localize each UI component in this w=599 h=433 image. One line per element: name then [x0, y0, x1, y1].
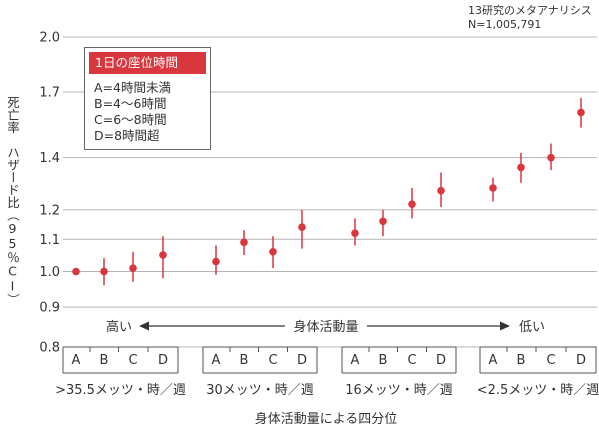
legend-item-a: A=4時間未満 [94, 80, 171, 95]
data-point [408, 200, 416, 209]
data-point [489, 184, 497, 192]
legend-title: 1日の座位時間 [89, 52, 206, 74]
x-group-label: 16メッツ・時／週 [345, 383, 453, 398]
x-category-label: C [407, 353, 416, 368]
y-axis-title: 死亡率 ハザード比（95％CI） [5, 96, 20, 306]
data-point [129, 264, 137, 272]
x-axis-title: 身体活動量による四分位 [255, 411, 398, 427]
x-category-label: A [72, 353, 81, 368]
x-category-label: D [576, 353, 586, 368]
data-point [379, 217, 387, 226]
arrow-head-left [139, 321, 149, 331]
x-group-label: >35.5メッツ・時／週 [55, 383, 186, 398]
y-tick-label: 1.0 [39, 265, 60, 280]
data-point [159, 251, 167, 259]
y-tick-label: 1.1 [39, 233, 60, 248]
data-point [269, 247, 277, 256]
y-tick-label: 1.4 [39, 151, 60, 166]
sample-size-note: N=1,005,791 [468, 18, 542, 31]
x-category-label: A [212, 353, 221, 368]
study-note: 13研究のメタアナリシス [468, 4, 592, 17]
y-tick-label: 0.8 [39, 341, 60, 356]
y-tick-label: 2.0 [39, 31, 60, 46]
arrow-label-high: 高い [106, 319, 132, 335]
x-category-label: D [436, 353, 446, 368]
data-point [547, 153, 555, 162]
legend: 1日の座位時間 A=4時間未満 B=4～6時間 C=6～8時間 D=8時間超 [84, 47, 211, 150]
x-category-label: B [240, 353, 249, 368]
arrow-label-low: 低い [519, 320, 545, 335]
y-tick-label: 1.7 [39, 85, 60, 100]
x-category-label: C [268, 353, 277, 368]
data-point [298, 223, 306, 231]
x-category-label: A [351, 353, 360, 368]
x-category-label: C [128, 353, 137, 368]
x-group-label: <2.5メッツ・時／週 [477, 383, 599, 398]
y-tick-label: 1.2 [39, 203, 60, 218]
x-category-label: C [546, 353, 555, 368]
data-point [517, 163, 525, 172]
x-category-label: B [100, 353, 109, 368]
data-point [100, 267, 108, 276]
x-category-label: A [489, 353, 498, 368]
arrow-label-activity: 身体活動量 [293, 319, 358, 335]
y-tick-label: 0.9 [39, 301, 60, 316]
x-category-label: B [517, 353, 526, 368]
legend-item-b: B=4～6時間 [94, 96, 167, 111]
data-point [351, 229, 359, 237]
data-point [240, 238, 248, 247]
arrow-head-right [500, 321, 510, 331]
legend-item-d: D=8時間超 [94, 128, 160, 143]
legend-item-c: C=6～8時間 [94, 112, 167, 127]
x-group-label: 30メッツ・時／週 [206, 383, 314, 398]
x-category-label: D [158, 353, 168, 368]
data-point [437, 186, 445, 195]
data-point [72, 267, 80, 276]
x-category-label: B [379, 353, 388, 368]
data-point [212, 257, 220, 266]
data-point [577, 108, 585, 117]
x-category-label: D [297, 353, 307, 368]
